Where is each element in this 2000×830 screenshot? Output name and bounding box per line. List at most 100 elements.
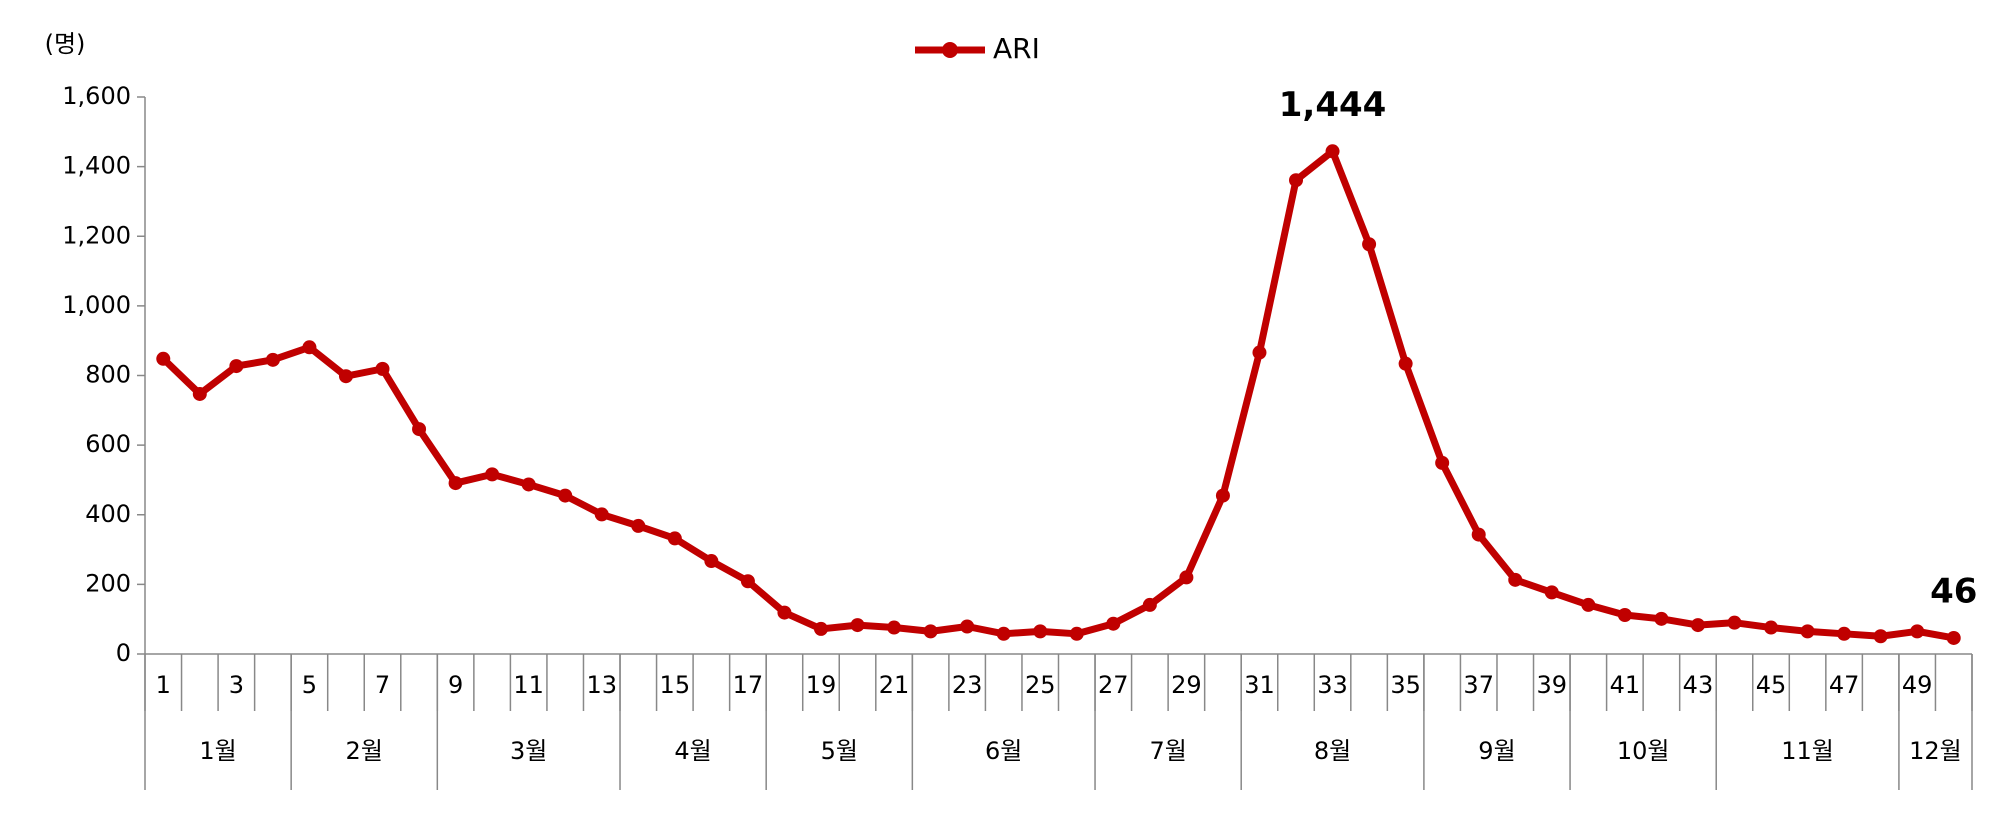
data-point bbox=[1471, 527, 1486, 542]
y-tick-label: 600 bbox=[85, 430, 131, 458]
data-point bbox=[813, 621, 828, 636]
data-point bbox=[229, 359, 244, 374]
x-tick-label: 21 bbox=[879, 671, 910, 699]
x-tick-label: 43 bbox=[1683, 671, 1714, 699]
x-tick-label: 17 bbox=[733, 671, 764, 699]
x-tick-label: 39 bbox=[1537, 671, 1568, 699]
y-tick-label: 200 bbox=[85, 569, 131, 597]
month-label: 11월 bbox=[1781, 737, 1834, 765]
x-tick-label: 37 bbox=[1463, 671, 1494, 699]
data-point bbox=[1873, 629, 1888, 644]
data-point bbox=[1910, 624, 1925, 639]
x-tick-label: 49 bbox=[1902, 671, 1933, 699]
legend-label: ARI bbox=[993, 32, 1040, 65]
data-point bbox=[1033, 624, 1048, 639]
x-tick-label: 25 bbox=[1025, 671, 1056, 699]
x-tick-label: 7 bbox=[375, 671, 390, 699]
data-point bbox=[1106, 616, 1121, 631]
data-point bbox=[1179, 570, 1194, 585]
x-tick-label: 27 bbox=[1098, 671, 1129, 699]
legend-marker bbox=[942, 42, 958, 58]
y-tick-label: 1,400 bbox=[62, 152, 131, 180]
data-point bbox=[850, 618, 865, 633]
y-tick-label: 1,200 bbox=[62, 221, 131, 249]
data-point bbox=[887, 620, 902, 635]
x-tick-label: 9 bbox=[448, 671, 463, 699]
data-point bbox=[704, 554, 719, 569]
y-tick-label: 0 bbox=[116, 639, 131, 667]
data-point bbox=[631, 518, 646, 533]
x-tick-label: 41 bbox=[1610, 671, 1641, 699]
x-tick-label: 47 bbox=[1829, 671, 1860, 699]
month-label: 9월 bbox=[1478, 737, 1515, 765]
data-label: 46 bbox=[1930, 571, 1977, 611]
data-point bbox=[192, 386, 207, 401]
x-tick-label: 31 bbox=[1244, 671, 1275, 699]
data-point bbox=[156, 351, 171, 366]
month-label: 6월 bbox=[985, 737, 1022, 765]
data-point bbox=[740, 574, 755, 589]
x-tick-label: 19 bbox=[806, 671, 837, 699]
data-point bbox=[448, 476, 463, 491]
data-point bbox=[1252, 345, 1267, 360]
y-tick-label: 400 bbox=[85, 500, 131, 528]
data-point bbox=[302, 340, 317, 355]
data-point bbox=[1581, 597, 1596, 612]
data-point bbox=[1837, 626, 1852, 641]
x-tick-label: 11 bbox=[513, 671, 544, 699]
data-point bbox=[667, 531, 682, 546]
month-label: 10월 bbox=[1617, 737, 1670, 765]
data-point bbox=[1508, 572, 1523, 587]
data-point bbox=[1800, 624, 1815, 639]
month-label: 8월 bbox=[1314, 737, 1351, 765]
x-tick-label: 13 bbox=[586, 671, 617, 699]
data-point bbox=[375, 361, 390, 376]
data-point bbox=[1069, 626, 1084, 641]
x-tick-label: 1 bbox=[156, 671, 171, 699]
data-point bbox=[594, 507, 609, 522]
data-point bbox=[1690, 618, 1705, 633]
x-tick-label: 23 bbox=[952, 671, 983, 699]
y-tick-label: 1,600 bbox=[62, 82, 131, 110]
data-point bbox=[485, 467, 500, 482]
data-point bbox=[265, 352, 280, 367]
x-tick-label: 15 bbox=[660, 671, 691, 699]
data-point bbox=[1142, 597, 1157, 612]
data-point bbox=[521, 477, 536, 492]
data-point bbox=[558, 488, 573, 503]
data-point bbox=[1544, 585, 1559, 600]
x-tick-label: 33 bbox=[1317, 671, 1348, 699]
y-tick-label: 800 bbox=[85, 361, 131, 389]
x-tick-label: 5 bbox=[302, 671, 317, 699]
x-tick-label: 35 bbox=[1390, 671, 1421, 699]
month-label: 7월 bbox=[1149, 737, 1186, 765]
x-tick-label: 29 bbox=[1171, 671, 1202, 699]
data-point bbox=[923, 624, 938, 639]
month-label: 1월 bbox=[199, 737, 236, 765]
series-line bbox=[160, 147, 1955, 642]
month-label: 3월 bbox=[510, 737, 547, 765]
month-label: 4월 bbox=[674, 737, 711, 765]
data-point bbox=[996, 626, 1011, 641]
data-point bbox=[1764, 620, 1779, 635]
data-point bbox=[1946, 630, 1961, 645]
data-point bbox=[338, 369, 353, 384]
data-point bbox=[1727, 615, 1742, 630]
y-tick-label: 1,000 bbox=[62, 291, 131, 319]
month-label: 12월 bbox=[1909, 737, 1962, 765]
data-point bbox=[960, 619, 975, 634]
y-axis-unit: (명) bbox=[45, 30, 86, 58]
data-label: 1,444 bbox=[1279, 85, 1387, 125]
data-point bbox=[412, 422, 427, 437]
x-tick-label: 3 bbox=[229, 671, 244, 699]
data-point bbox=[1362, 237, 1377, 252]
x-tick-label: 45 bbox=[1756, 671, 1787, 699]
month-label: 2월 bbox=[346, 737, 383, 765]
data-point bbox=[1325, 144, 1340, 159]
data-point bbox=[777, 605, 792, 620]
data-point bbox=[1435, 455, 1450, 470]
data-point bbox=[1398, 356, 1413, 371]
data-point bbox=[1215, 488, 1230, 503]
data-point bbox=[1654, 611, 1669, 626]
